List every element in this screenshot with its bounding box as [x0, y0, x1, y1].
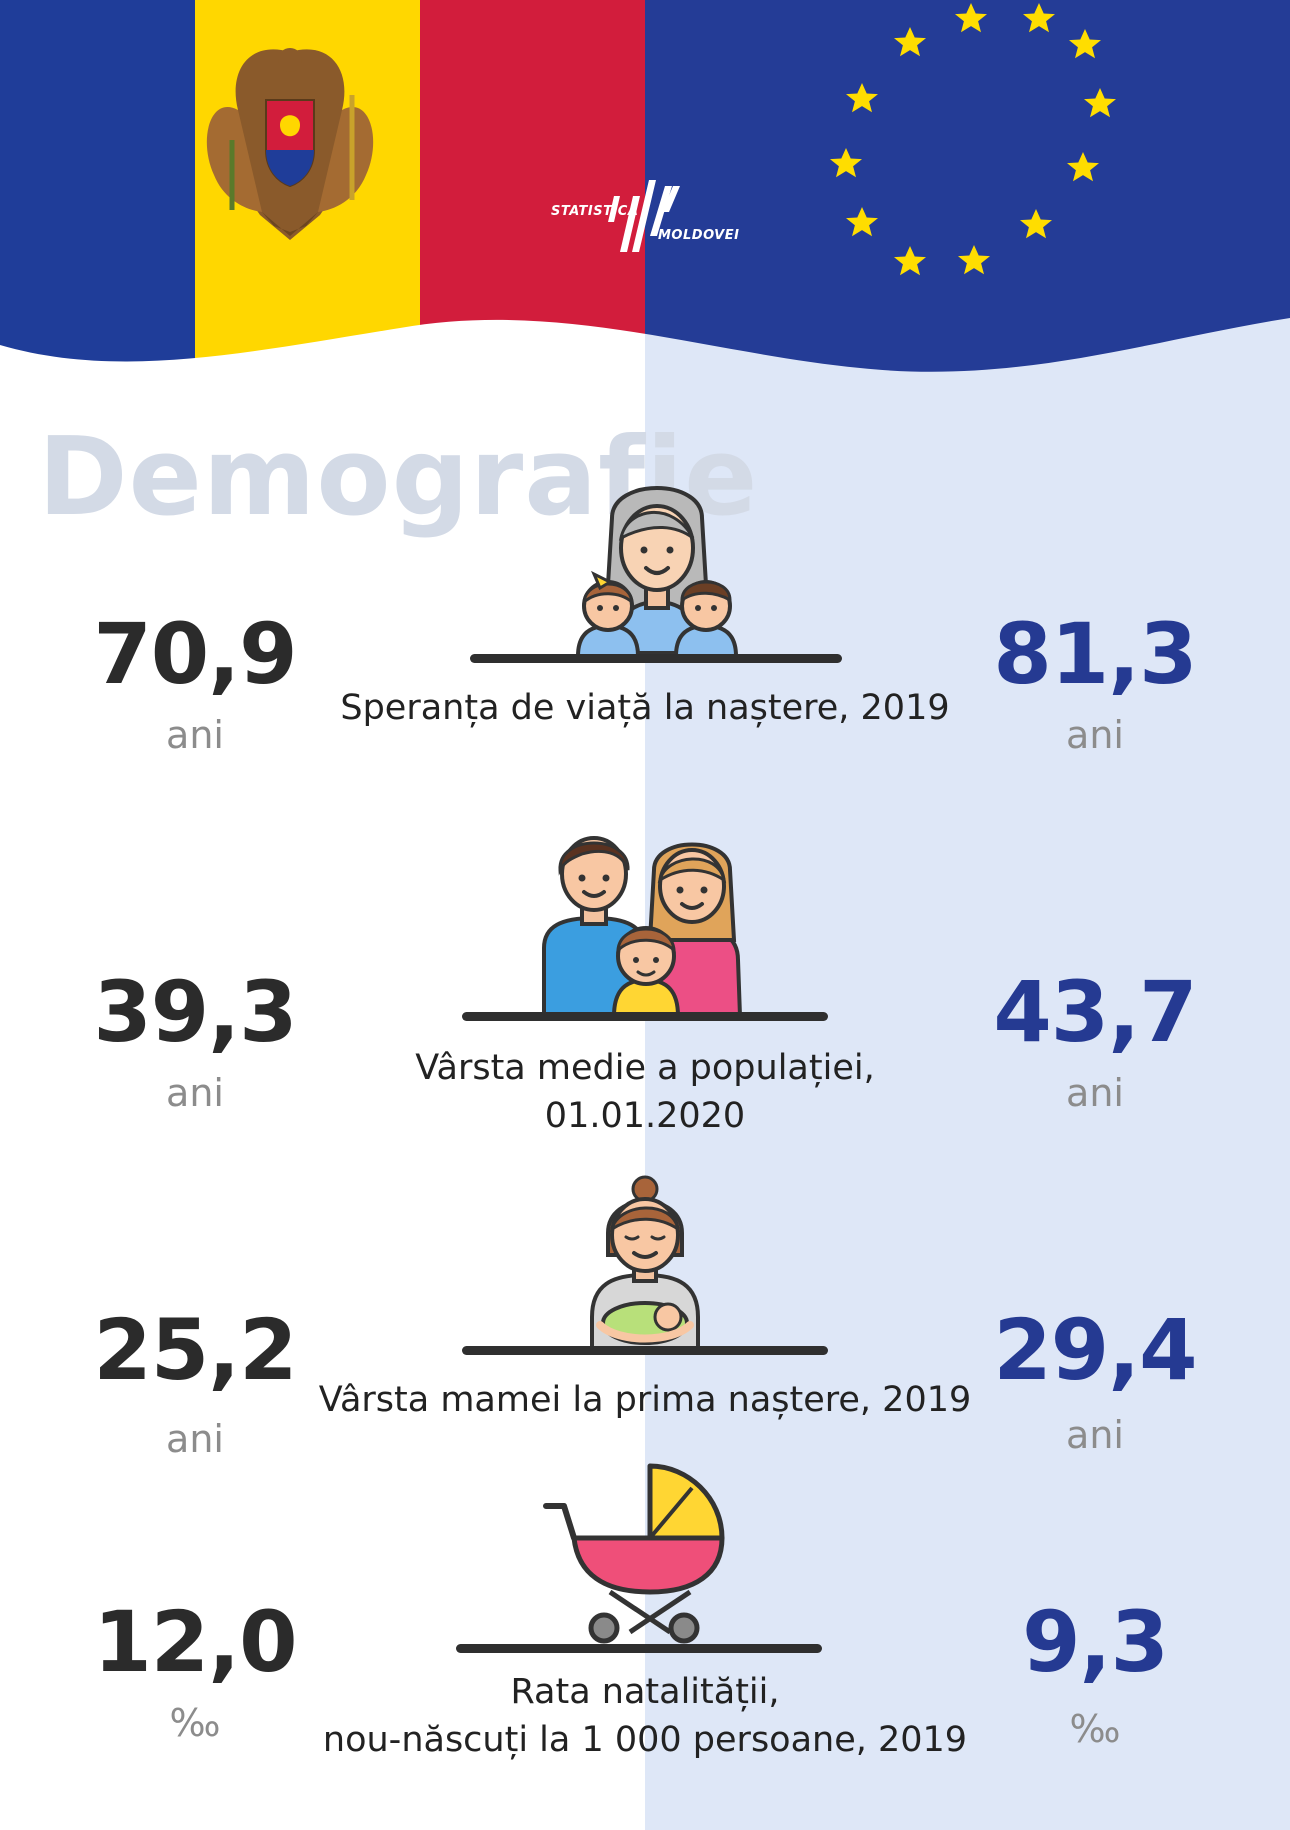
eu-unit-mother-age: ani	[1066, 1413, 1124, 1457]
logo-text-moldovei: MOLDOVEI	[658, 228, 740, 243]
label-median-age-line1: Vârsta medie a populației,	[415, 1048, 875, 1088]
flags-header	[0, 0, 1290, 372]
eu-star-icon	[1020, 209, 1052, 239]
eu-star-icon	[1067, 152, 1099, 182]
eu-star-icon	[958, 245, 990, 275]
eu-star-icon	[1084, 88, 1116, 118]
eu-unit-birth-rate: ‰	[1069, 1707, 1121, 1751]
moldova-value-mother-age: 25,2	[93, 1301, 297, 1399]
statistica-moldovei-logo	[608, 180, 680, 252]
label-mother-age: Vârsta mamei la prima naștere, 2019	[318, 1380, 972, 1420]
mother-with-baby-icon	[590, 1175, 700, 1351]
baseline-divider	[456, 1644, 822, 1653]
eu-flag-field	[645, 0, 1290, 372]
eu-value-birth-rate: 9,3	[1022, 1593, 1169, 1691]
baby-stroller-icon	[543, 1463, 725, 1644]
eu-unit-life-expectancy: ani	[1066, 713, 1124, 757]
label-median-age-line2: 01.01.2020	[544, 1096, 746, 1136]
eu-star-icon	[846, 207, 878, 237]
eu-unit-median-age: ani	[1066, 1071, 1124, 1115]
eu-star-icon	[1023, 3, 1055, 33]
baseline-divider	[462, 1012, 828, 1021]
baseline-divider	[462, 1346, 828, 1355]
eu-value-median-age: 43,7	[993, 963, 1197, 1061]
moldova-flag-blue-stripe	[0, 0, 195, 372]
eu-star-icon	[830, 148, 862, 178]
family-icon	[542, 836, 743, 1016]
eu-stars	[830, 3, 1116, 276]
baseline-divider	[470, 654, 842, 663]
moldova-value-median-age: 39,3	[93, 963, 297, 1061]
moldova-flag-red-stripe	[420, 0, 645, 372]
eu-value-mother-age: 29,4	[993, 1301, 1197, 1399]
eu-star-icon	[846, 83, 878, 113]
label-birth-rate-line1: Rata natalității,	[510, 1672, 780, 1712]
moldova-value-birth-rate: 12,0	[93, 1593, 297, 1691]
eu-value-life-expectancy: 81,3	[993, 605, 1197, 703]
eu-star-icon	[1069, 29, 1101, 59]
label-birth-rate-line2: nou-născuți la 1 000 persoane, 2019	[322, 1720, 968, 1760]
moldova-unit-mother-age: ani	[166, 1417, 224, 1461]
grandmother-with-children-icon	[575, 486, 739, 658]
eu-star-icon	[894, 246, 926, 276]
coat-of-arms-icon	[206, 48, 374, 241]
eu-star-icon	[894, 27, 926, 57]
label-life-expectancy: Speranța de viață la naștere, 2019	[340, 688, 950, 728]
moldova-unit-birth-rate: ‰	[169, 1701, 221, 1745]
moldova-unit-median-age: ani	[166, 1071, 224, 1115]
logo-text-statistica: STATISTICA	[551, 204, 639, 219]
moldova-value-life-expectancy: 70,9	[93, 605, 297, 703]
eu-star-icon	[955, 3, 987, 33]
moldova-unit-life-expectancy: ani	[166, 713, 224, 757]
